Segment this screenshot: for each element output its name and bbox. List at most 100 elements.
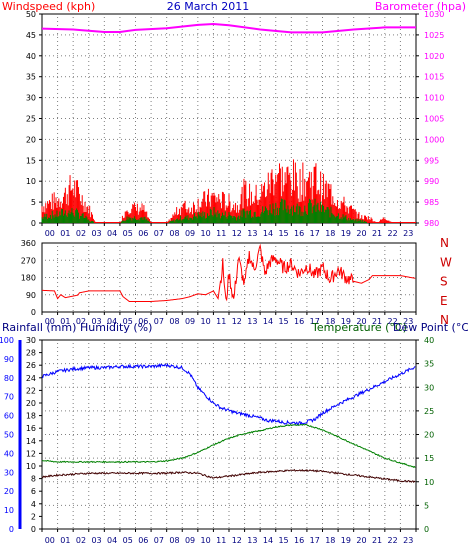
humidity-tick: 22 <box>26 386 36 395</box>
humidity-label: Humidity (%) <box>80 321 152 334</box>
temperature-tick: 30 <box>424 383 434 392</box>
barometer-line <box>41 23 416 34</box>
hour-tick: 02 <box>76 317 86 326</box>
humidity-tick: 28 <box>26 349 36 358</box>
humidity-tick: 0 <box>31 525 36 534</box>
hour-tick: 19 <box>341 317 351 326</box>
windspeed-label: Windspeed (kph) <box>2 0 95 13</box>
hour-tick: 06 <box>138 317 148 326</box>
direction-tick: 180 <box>21 274 36 283</box>
hour-tick: 18 <box>325 229 335 238</box>
direction-tick: 0 <box>31 308 36 317</box>
hour-tick: 09 <box>185 317 195 326</box>
windspeed-tick: 35 <box>26 73 36 82</box>
dewpoint-line <box>41 468 416 484</box>
rainfall-axis-ticks: 0 10 20 30 40 50 60 70 80 90 100 <box>0 336 14 534</box>
barometer-tick: 1005 <box>424 115 444 124</box>
humidity-tick: 4 <box>31 500 36 509</box>
hour-tick: 13 <box>247 229 257 238</box>
barometer-tick: 980 <box>424 219 439 228</box>
hour-tick: 00 <box>45 229 55 238</box>
humidity-line <box>41 362 416 426</box>
humidity-tick: 14 <box>26 437 36 446</box>
dewpoint-label: Dew Point (°C) <box>393 321 468 334</box>
compass-n: N <box>440 236 449 250</box>
hour-tick: 04 <box>107 317 117 326</box>
hour-tick: 05 <box>123 536 133 545</box>
windspeed-tick: 50 <box>26 10 36 19</box>
humidity-tick: 16 <box>26 424 36 433</box>
barometer-tick: 990 <box>424 177 439 186</box>
direction-panel-grid <box>45 246 414 311</box>
hour-tick: 11 <box>216 229 226 238</box>
temperature-tick: 10 <box>424 478 434 487</box>
barometer-axis-ticks: 980 985 990 995 1000 1005 1010 1015 1020 1025 1030 <box>416 10 444 228</box>
hour-tick: 12 <box>232 317 242 326</box>
hour-tick: 10 <box>201 229 211 238</box>
barometer-tick: 1025 <box>424 31 444 40</box>
compass-s: S <box>440 275 448 289</box>
humidity-tick: 2 <box>31 512 36 521</box>
hour-tick: 01 <box>60 536 70 545</box>
hour-tick: 08 <box>169 536 179 545</box>
hour-tick: 04 <box>107 229 117 238</box>
windspeed-tick: 45 <box>26 31 36 40</box>
temperature-line <box>41 423 416 469</box>
windspeed-tick: 5 <box>31 198 36 207</box>
rainfall-tick: 80 <box>4 374 14 383</box>
humidity-tick: 30 <box>26 336 36 345</box>
barometer-label: Barometer (hpa) <box>375 0 466 13</box>
temperature-tick: 40 <box>424 336 434 345</box>
temperature-tick: 15 <box>424 454 434 463</box>
barometer-tick: 995 <box>424 156 439 165</box>
rainfall-label: Rainfall (mm) <box>2 321 76 334</box>
hour-tick: 12 <box>232 536 242 545</box>
hour-tick: 08 <box>169 229 179 238</box>
direction-axis-ticks: 0 90 180 270 360 <box>21 239 36 317</box>
hour-tick: 14 <box>263 229 273 238</box>
hour-tick: 16 <box>294 229 304 238</box>
hour-tick: 06 <box>138 536 148 545</box>
hour-tick: 09 <box>185 229 195 238</box>
barometer-tick: 1020 <box>424 52 444 61</box>
climate-panel-grid <box>45 343 414 528</box>
hour-tick: 22 <box>388 317 398 326</box>
hour-tick: 19 <box>341 536 351 545</box>
date-label: 26 March 2011 <box>167 0 250 13</box>
temperature-axis-ticks: 0 5 10 15 20 25 30 35 40 <box>416 336 434 534</box>
wind-hour-ticks: 00 01 02 03 04 05 06 07 08 09 10 11 12 13 14 15 16 17 18 19… <box>41 223 417 238</box>
compass-w: W <box>440 255 452 269</box>
hour-tick: 01 <box>60 317 70 326</box>
hour-tick: 09 <box>185 536 195 545</box>
temperature-tick: 5 <box>424 501 429 510</box>
barometer-tick: 1010 <box>424 94 444 103</box>
hour-tick: 17 <box>310 536 320 545</box>
hour-tick: 23 <box>403 317 413 326</box>
hour-tick: 20 <box>356 317 366 326</box>
wind-direction-line <box>41 243 416 302</box>
hour-tick: 07 <box>154 536 164 545</box>
hour-tick: 23 <box>403 536 413 545</box>
direction-tick: 360 <box>21 239 36 248</box>
average-wind-spikes <box>41 198 367 223</box>
hour-tick: 07 <box>154 229 164 238</box>
hour-tick: 15 <box>278 317 288 326</box>
direction-tick: 90 <box>26 291 36 300</box>
windspeed-tick: 15 <box>26 156 36 165</box>
compass-n: N <box>440 313 449 327</box>
hour-tick: 07 <box>154 317 164 326</box>
hour-tick: 13 <box>247 536 257 545</box>
hour-tick: 21 <box>372 229 382 238</box>
hour-tick: 03 <box>91 317 101 326</box>
direction-hour-ticks: 00 01 02 03 04 05 06 07 08 09 10 11 12 13 14 15 16 17 18 19… <box>41 312 417 326</box>
hour-tick: 00 <box>45 536 55 545</box>
hour-tick: 03 <box>91 536 101 545</box>
barometer-tick: 1030 <box>424 10 444 19</box>
windspeed-axis-ticks: 0 5 10 15 20 25 30 35 40 45 50 <box>26 10 42 228</box>
hour-tick: 15 <box>278 229 288 238</box>
barometer-tick: 1015 <box>424 73 444 82</box>
humidity-tick: 18 <box>26 412 36 421</box>
temperature-label: Temperature (°C) <box>311 321 407 334</box>
wind-panel-grid <box>45 17 414 222</box>
